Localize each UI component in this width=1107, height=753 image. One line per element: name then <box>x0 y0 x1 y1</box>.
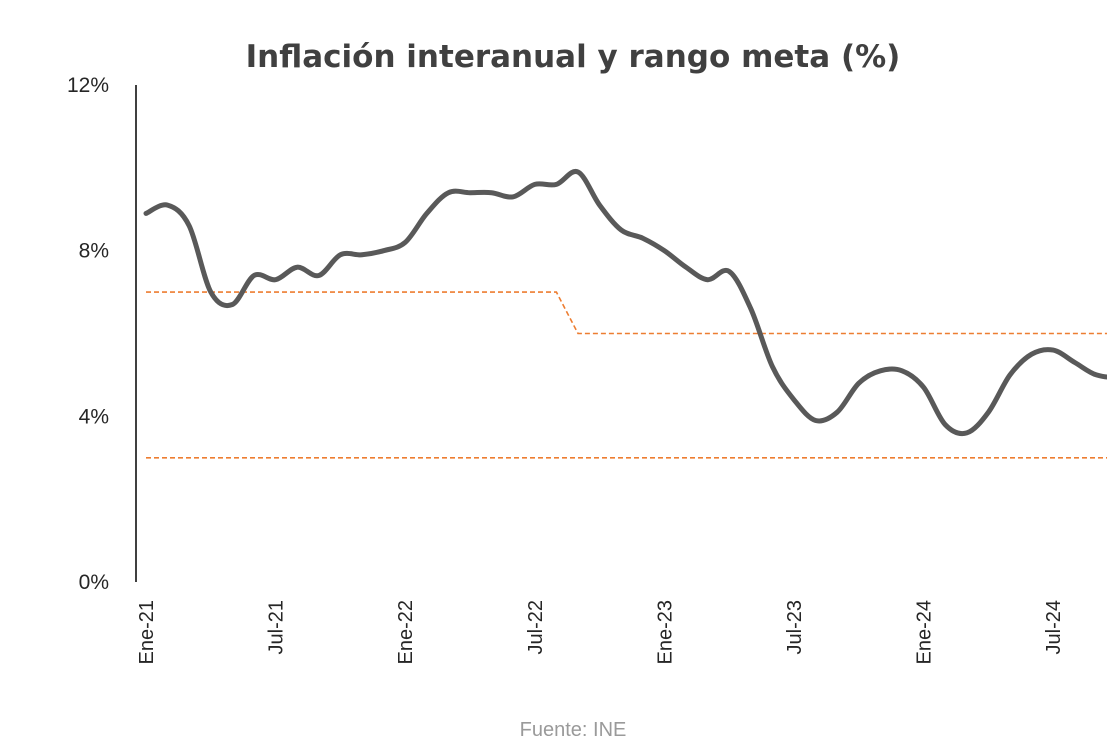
inflation-point <box>511 195 515 199</box>
inflation-point <box>403 240 407 244</box>
inflation-point <box>576 170 580 174</box>
inflation-point <box>230 303 234 307</box>
chart-title: Inflación interanual y rango meta (%) <box>246 39 901 75</box>
inflation-point <box>943 423 947 427</box>
x-tick-label: Jul-24 <box>1043 600 1065 654</box>
inflation-point <box>835 410 839 414</box>
x-tick-label: Ene-21 <box>136 600 158 665</box>
inflation-point <box>857 381 861 385</box>
x-tick-label: Jul-22 <box>525 600 547 654</box>
inflation-point <box>554 182 558 186</box>
x-tick-label: Ene-23 <box>654 600 676 665</box>
inflation-point <box>706 278 710 282</box>
x-tick-label: Ene-22 <box>395 600 417 665</box>
y-tick-labels: 0% 4% 8% 12% <box>67 74 109 594</box>
y-tick-label: 4% <box>79 405 109 428</box>
inflation-point <box>382 249 386 253</box>
inflation-point <box>1051 348 1055 352</box>
inflation-point <box>965 431 969 435</box>
inflation-point <box>252 274 256 278</box>
source-note: Fuente: INE <box>520 719 627 741</box>
inflation-point <box>922 385 926 389</box>
inflation-point <box>166 203 170 207</box>
inflation-point <box>338 253 342 257</box>
y-tick-label: 12% <box>67 74 109 97</box>
inflation-point <box>274 278 278 282</box>
inflation-point <box>770 365 774 369</box>
inflation-point <box>900 369 904 373</box>
inflation-point <box>1094 373 1098 377</box>
inflation-point <box>425 211 429 215</box>
inflation-point <box>144 211 148 215</box>
inflation-point <box>209 290 213 294</box>
inflation-point <box>490 191 494 195</box>
x-tick-labels: Ene-21 Jul-21 Ene-22 Jul-22 Ene-23 Jul-23 Ene-… <box>136 600 1065 665</box>
inflation-point <box>1008 373 1012 377</box>
x-tick-label: Jul-21 <box>266 600 288 654</box>
inflation-point <box>619 228 623 232</box>
inflation-point <box>1073 360 1077 364</box>
inflation-point <box>446 191 450 195</box>
inflation-point <box>598 203 602 207</box>
inflation-point <box>317 274 321 278</box>
x-tick-label: Ene-24 <box>914 600 936 665</box>
inflation-point <box>360 253 364 257</box>
x-tick-label: Jul-23 <box>784 600 806 654</box>
inflation-point <box>727 269 731 273</box>
inflation-line <box>143 168 1107 437</box>
inflation-point <box>662 249 666 253</box>
inflation-point <box>641 236 645 240</box>
inflation-point <box>187 224 191 228</box>
y-tick-label: 0% <box>79 571 109 594</box>
inflation-point <box>878 369 882 373</box>
inflation-point <box>749 307 753 311</box>
inflation-point <box>792 398 796 402</box>
inflation-point <box>468 191 472 195</box>
inflation-point <box>814 418 818 422</box>
inflation-point <box>684 265 688 269</box>
target-range-line <box>146 291 1107 335</box>
inflation-point <box>295 265 299 269</box>
y-tick-label: 8% <box>79 240 109 263</box>
inflation-point <box>1030 352 1034 356</box>
inflation-point <box>986 410 990 414</box>
series-layer <box>143 168 1107 459</box>
inflation-point <box>533 182 537 186</box>
